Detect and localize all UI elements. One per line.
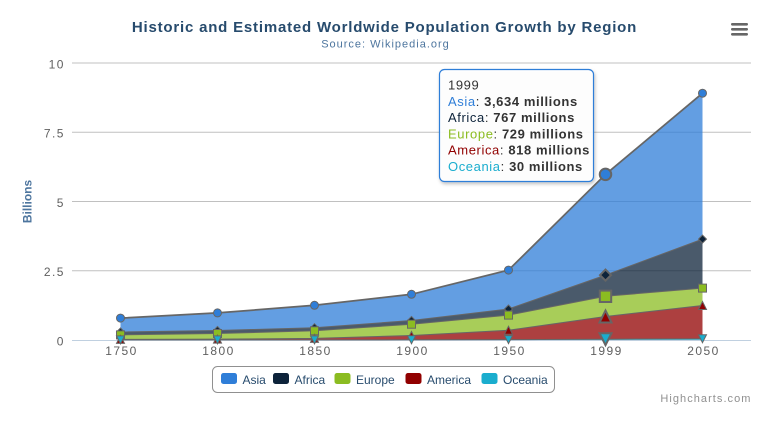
svg-text:1750: 1750 [105, 344, 138, 358]
svg-text:1999: 1999 [590, 344, 623, 358]
svg-text:Asia: 3,634 millions: Asia: 3,634 millions [448, 94, 578, 109]
svg-text:Oceania: Oceania [503, 373, 548, 387]
svg-text:1950: 1950 [493, 344, 526, 358]
svg-text:1999: 1999 [448, 77, 479, 92]
svg-text:0: 0 [57, 334, 65, 348]
svg-text:10: 10 [49, 57, 65, 71]
svg-text:2050: 2050 [687, 344, 720, 358]
svg-text:Africa: Africa [295, 373, 326, 387]
svg-text:Source: Wikipedia.org: Source: Wikipedia.org [321, 39, 450, 51]
svg-text:America: 818 millions: America: 818 millions [448, 143, 590, 158]
svg-text:America: America [427, 373, 471, 387]
svg-text:5: 5 [57, 196, 65, 210]
svg-text:Asia: Asia [243, 373, 267, 387]
svg-text:1850: 1850 [299, 344, 332, 358]
svg-text:Africa: 767 millions: Africa: 767 millions [448, 110, 575, 125]
svg-text:7.5: 7.5 [44, 127, 65, 141]
svg-text:2.5: 2.5 [44, 265, 65, 279]
svg-text:Historic and Estimated Worldwi: Historic and Estimated Worldwide Populat… [132, 19, 637, 36]
svg-text:Europe: 729 millions: Europe: 729 millions [448, 126, 584, 141]
svg-text:Oceania: 30 millions: Oceania: 30 millions [448, 159, 583, 174]
svg-text:Europe: Europe [356, 373, 395, 387]
svg-text:1800: 1800 [202, 344, 235, 358]
svg-text:Highcharts.com: Highcharts.com [660, 393, 751, 405]
svg-text:Billions: Billions [20, 180, 34, 224]
svg-text:1900: 1900 [396, 344, 429, 358]
